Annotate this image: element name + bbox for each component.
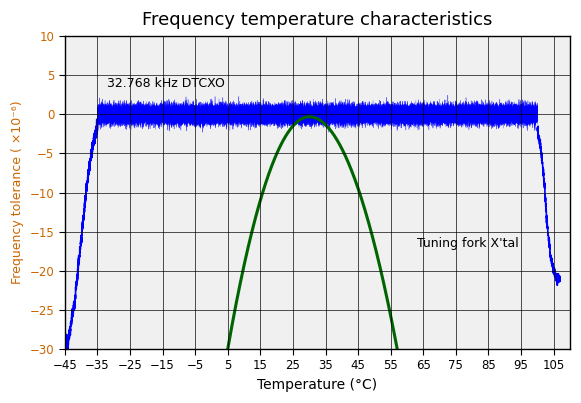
X-axis label: Temperature (°C): Temperature (°C) <box>257 378 378 392</box>
Text: 32.768 kHz DTCXO: 32.768 kHz DTCXO <box>107 77 225 90</box>
Title: Frequency temperature characteristics: Frequency temperature characteristics <box>142 11 493 29</box>
Text: Tuning fork X'tal: Tuning fork X'tal <box>417 237 518 250</box>
Y-axis label: Frequency tolerance ( ×10⁻⁶): Frequency tolerance ( ×10⁻⁶) <box>11 101 24 285</box>
